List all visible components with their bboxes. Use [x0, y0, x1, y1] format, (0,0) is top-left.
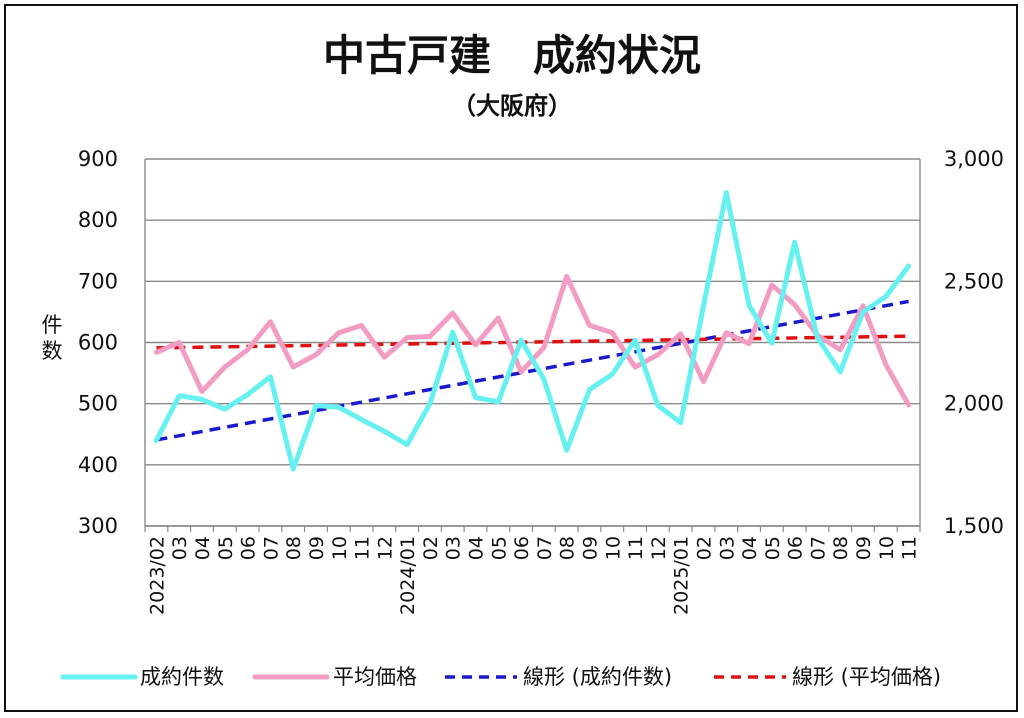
x-tick-label: 10	[876, 536, 898, 560]
x-tick-label: 10	[602, 536, 624, 560]
y-axis-label-char: 数	[42, 339, 63, 363]
series-line-1	[153, 273, 912, 408]
y-left-tick-labels: 300 400 500 600 700 800 900	[78, 147, 118, 538]
series-lines	[153, 190, 912, 472]
x-tick-label: 05	[762, 536, 784, 560]
x-tick-label: 09	[306, 536, 328, 560]
y-left-tick-label: 600	[78, 331, 118, 355]
x-tick-label: 2024/01	[397, 536, 419, 615]
legend-label-count: 成約件数	[140, 665, 224, 689]
x-tick-label: 07	[807, 536, 829, 560]
y-right-tick-labels: 1,500 2,000 2,500 3,000	[944, 147, 1004, 538]
chart-title: 中古戸建 成約状況	[323, 31, 701, 80]
x-tick-label: 07	[534, 536, 556, 560]
x-tick-label: 04	[192, 536, 214, 560]
x-tick-label: 08	[283, 536, 305, 560]
x-tick-label: 2023/02	[146, 536, 168, 615]
x-tick-label: 03	[716, 536, 738, 560]
x-tick-label: 12	[374, 536, 396, 560]
y-right-tick-label: 2,000	[944, 392, 1004, 416]
y-left-tick-label: 800	[78, 208, 118, 232]
x-tick-label: 05	[488, 536, 510, 560]
x-tick-label: 12	[648, 536, 670, 560]
x-tick-label: 09	[579, 536, 601, 560]
x-tick-label: 09	[853, 536, 875, 560]
y-left-tick-label: 300	[78, 514, 118, 538]
x-tick-label: 04	[739, 536, 761, 560]
y-axis-label: 件数	[42, 313, 63, 363]
series-line-0	[153, 190, 912, 472]
x-tick-label: 05	[215, 536, 237, 560]
legend-label-trend-price: 線形 (平均価格)	[792, 665, 941, 689]
x-tick-label: 06	[785, 536, 807, 560]
y-right-tick-label: 2,500	[944, 269, 1004, 293]
y-left-tick-label: 500	[78, 392, 118, 416]
x-tick-label: 02	[420, 536, 442, 560]
x-tick-label: 11	[625, 536, 647, 560]
x-tick-label: 11	[899, 536, 921, 560]
legend-label-trend-count: 線形 (成約件数)	[523, 665, 672, 689]
x-tick-label: 03	[443, 536, 465, 560]
y-left-tick-label: 700	[78, 269, 118, 293]
legend-label-price: 平均価格	[333, 665, 417, 689]
x-tick-label: 03	[169, 536, 191, 560]
x-tick-label: 04	[466, 536, 488, 560]
x-tick-label: 10	[329, 536, 351, 560]
x-tick-label: 08	[830, 536, 852, 560]
gridlines	[145, 158, 920, 527]
x-tick-label: 08	[557, 536, 579, 560]
y-right-tick-label: 1,500	[944, 514, 1004, 538]
y-left-tick-label: 400	[78, 453, 118, 477]
x-tick-labels: 2023/02 03 04 05 06 07 08 09 10 11 12 2024/01 02 03 04…	[146, 536, 920, 615]
axes	[144, 159, 921, 532]
y-right-tick-label: 3,000	[944, 147, 1004, 171]
x-tick-label: 06	[238, 536, 260, 560]
x-tick-label: 02	[693, 536, 715, 560]
chart-frame	[4, 4, 1018, 712]
y-left-tick-label: 900	[78, 147, 118, 171]
y-axis-label-char: 件	[42, 313, 63, 337]
legend: 成約件数 平均価格 線形 (成約件数) 線形 (平均価格)	[60, 665, 941, 689]
x-tick-label: 07	[260, 536, 282, 560]
x-tick-label: 11	[352, 536, 374, 560]
chart-subtitle: （大阪府）	[452, 92, 572, 120]
x-tick-label: 06	[511, 536, 533, 560]
x-tick-label: 2025/01	[671, 536, 693, 615]
